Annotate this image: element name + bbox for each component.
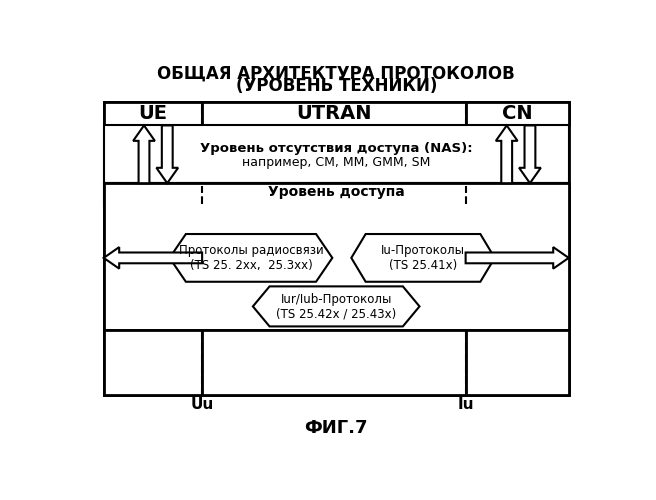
Text: например, CM, MM, GMM, SM: например, CM, MM, GMM, SM xyxy=(242,156,430,168)
Polygon shape xyxy=(352,234,495,282)
Text: Uu: Uu xyxy=(190,398,214,412)
Bar xyxy=(202,102,466,126)
Polygon shape xyxy=(466,247,569,268)
Bar xyxy=(466,330,569,395)
Text: (УРОВЕНЬ ТЕХНИКИ): (УРОВЕНЬ ТЕХНИКИ) xyxy=(236,77,437,95)
Bar xyxy=(104,330,202,395)
Bar xyxy=(104,102,569,395)
Bar xyxy=(202,330,466,395)
Text: ОБЩАЯ АРХИТЕКТУРА ПРОТОКОЛОВ: ОБЩАЯ АРХИТЕКТУРА ПРОТОКОЛОВ xyxy=(157,65,515,83)
Text: CN: CN xyxy=(502,104,533,124)
Text: Iu-Протоколы: Iu-Протоколы xyxy=(381,244,465,258)
Text: Протоколы радиосвязи: Протоколы радиосвязи xyxy=(178,244,323,258)
Bar xyxy=(466,102,569,126)
Text: UTRAN: UTRAN xyxy=(296,104,372,124)
Polygon shape xyxy=(104,247,202,268)
Polygon shape xyxy=(519,126,541,183)
Polygon shape xyxy=(496,126,518,183)
Bar xyxy=(104,183,569,206)
Text: Iur/Iub-Протоколы: Iur/Iub-Протоколы xyxy=(281,293,392,306)
Text: ФИГ.7: ФИГ.7 xyxy=(304,419,368,437)
Polygon shape xyxy=(133,126,155,183)
Text: (TS 25.42x / 25.43x): (TS 25.42x / 25.43x) xyxy=(276,308,396,320)
Bar xyxy=(104,102,202,126)
Text: (TS 25.41x): (TS 25.41x) xyxy=(389,259,457,272)
Text: Iu: Iu xyxy=(457,398,474,412)
Bar xyxy=(104,126,569,183)
Text: (TS 25. 2xx,  25.3xx): (TS 25. 2xx, 25.3xx) xyxy=(190,259,312,272)
Text: Уровень доступа: Уровень доступа xyxy=(268,186,405,200)
Polygon shape xyxy=(169,234,333,282)
Text: UE: UE xyxy=(138,104,167,124)
Polygon shape xyxy=(253,286,420,327)
Polygon shape xyxy=(156,126,178,183)
Text: Уровень отсутствия доступа (NAS):: Уровень отсутствия доступа (NAS): xyxy=(200,142,472,154)
Bar xyxy=(104,183,569,330)
